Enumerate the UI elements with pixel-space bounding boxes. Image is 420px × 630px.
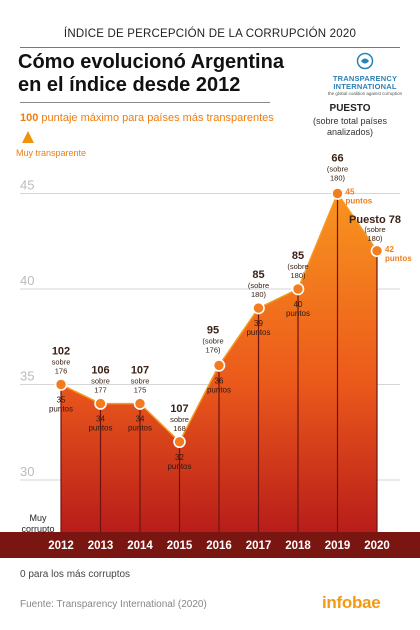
x-tick-label: 2020 (364, 540, 390, 552)
up-arrow-icon (22, 131, 34, 143)
rank-legend-subtitle: (sobre total países analizados) (290, 116, 410, 138)
rank-total: 180) (367, 234, 383, 243)
rank-total: 168 (173, 424, 186, 433)
rank-total: (sobre (248, 281, 269, 290)
data-point (331, 187, 344, 200)
title-divider (20, 102, 270, 103)
globe-icon (356, 52, 374, 70)
rank-total: 180) (290, 271, 306, 280)
page-title: Cómo evolucionó Argentina en el índice d… (18, 51, 318, 97)
point-label: 42 (385, 245, 394, 254)
point-label-unit: puntos (246, 328, 270, 337)
rank-label: 107 (131, 365, 149, 377)
y-tick-label: 40 (20, 273, 34, 288)
rank-legend-title: PUESTO (329, 103, 371, 114)
rank-label: 106 (91, 365, 109, 377)
data-point (173, 435, 186, 449)
logo-tagline: the global coalition against corruption (327, 91, 403, 96)
scale-bottom-line-2: corrupto (21, 524, 55, 534)
down-arrow-icon (23, 538, 35, 558)
rank-total: 180) (251, 290, 267, 299)
point-label: 34 (96, 415, 105, 424)
x-tick-label: 2017 (246, 540, 272, 552)
y-tick-label: 30 (20, 464, 34, 479)
rank-total: sobre (131, 377, 150, 386)
rank-total: sobre (91, 377, 110, 386)
logo-name: TRANSPARENCY INTERNATIONAL (322, 75, 408, 91)
data-point (370, 244, 384, 258)
rank-total: (sobre (364, 225, 385, 234)
x-tick-label: 2012 (48, 540, 74, 552)
x-tick-label: 2019 (325, 540, 351, 552)
point-label: 34 (136, 415, 145, 424)
x-tick-label: 2014 (127, 540, 153, 552)
rank-total: 180) (330, 174, 346, 183)
scale-top-label: Muy transparente (16, 148, 87, 158)
x-tick-label: 2016 (206, 540, 232, 552)
header-divider (20, 47, 400, 48)
point-label: 36 (215, 376, 224, 385)
scale-top-text: puntaje máximo para países más transpare… (41, 112, 274, 124)
rank-label: 95 (207, 324, 219, 336)
rank-total: 176) (205, 345, 221, 354)
x-tick-label: 2018 (285, 540, 311, 552)
point-label-unit: puntos (346, 197, 373, 206)
data-point (252, 301, 265, 315)
rank-label: 85 (292, 250, 304, 262)
point-label-unit: puntos (207, 385, 231, 394)
year-axis-band (0, 532, 420, 558)
scale-bottom-note: 0 para los más corruptos (20, 569, 131, 580)
point-label-unit: puntos (167, 462, 191, 471)
rank-total: 176 (55, 367, 68, 376)
title-line-1: Cómo evolucionó Argentina (18, 51, 284, 73)
data-point (212, 359, 226, 372)
point-label-unit: puntos (286, 309, 310, 318)
point-label-unit: puntos (385, 254, 412, 263)
rank-label: 85 (252, 269, 264, 281)
scale-top-value: 100 (20, 112, 39, 124)
point-label: 35 (57, 396, 66, 405)
y-tick-label: 45 (20, 178, 34, 193)
rank-total: (sobre (287, 262, 308, 271)
data-point (133, 397, 147, 410)
logo-name-line-1: TRANSPARENCY (332, 74, 398, 83)
logo-name-line-2: INTERNATIONAL (333, 82, 397, 91)
rank-label: Puesto 78 (349, 214, 401, 226)
rank-label: 102 (52, 346, 70, 358)
title-line-2: en el índice desde 2012 (18, 74, 241, 96)
rank-total: sobre (52, 358, 71, 367)
point-label-unit: puntos (128, 424, 152, 433)
transparency-international-logo: TRANSPARENCY INTERNATIONAL the global co… (322, 52, 408, 96)
point-label: 40 (294, 300, 303, 309)
rank-label: 107 (170, 403, 188, 415)
data-point (291, 282, 305, 296)
point-label: 32 (175, 453, 184, 462)
x-tick-label: 2013 (88, 540, 114, 552)
rank-legend-sub-2: analizados) (326, 127, 374, 137)
scale-bottom-line-1: Muy (29, 513, 47, 523)
rank-label: 66 (331, 153, 343, 165)
rank-total: sobre (170, 415, 189, 424)
rank-total: (sobre (327, 165, 348, 174)
rank-total: 177 (94, 386, 107, 395)
y-tick-label: 35 (20, 369, 34, 384)
rank-legend-sub-1: (sobre total países (312, 116, 388, 126)
data-point (94, 397, 107, 410)
point-label: 39 (254, 319, 263, 328)
point-label: 45 (346, 188, 355, 197)
point-label-unit: puntos (88, 424, 112, 433)
data-point (54, 378, 68, 391)
supertitle: ÍNDICE DE PERCEPCIÓN DE LA CORRUPCIÓN 20… (63, 28, 357, 40)
point-label-unit: puntos (49, 405, 73, 414)
scale-top-note: 100 puntaje máximo para países más trans… (20, 112, 274, 124)
scale-bottom-label: Muy corrupto (16, 513, 60, 535)
rank-total: (sobre (202, 336, 223, 345)
x-tick-label: 2015 (167, 540, 193, 552)
source-note: Fuente: Transparency International (2020… (20, 599, 207, 610)
brand-logo: infobae (322, 593, 381, 612)
rank-total: 175 (134, 386, 147, 395)
